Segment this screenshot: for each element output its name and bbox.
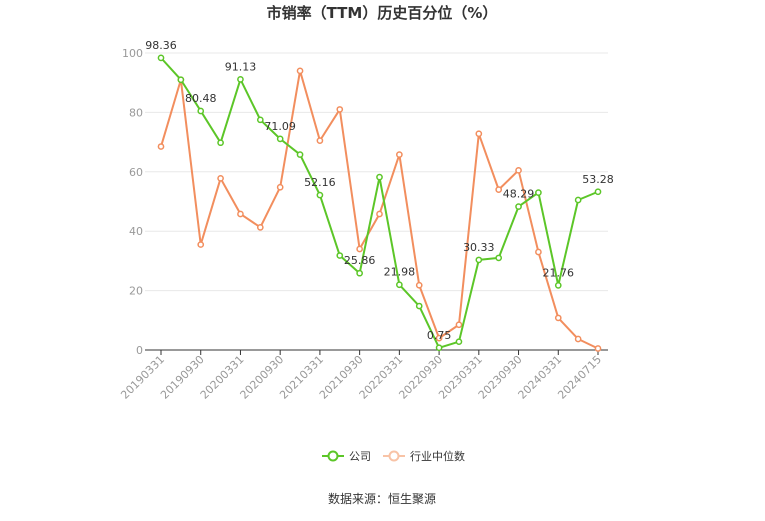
data-point bbox=[197, 241, 205, 248]
data-label: 91.13 bbox=[225, 60, 257, 73]
data-point bbox=[217, 174, 224, 182]
data-point bbox=[396, 151, 403, 158]
chart-title: 市销率（TTM）历史百分位（%） bbox=[267, 4, 498, 22]
data-point bbox=[475, 256, 483, 264]
series-company bbox=[157, 54, 602, 352]
x-axis: 2019033120190930202003312020093020210331… bbox=[118, 349, 608, 402]
data-label: 80.48 bbox=[185, 92, 217, 105]
data-label: 25.86 bbox=[344, 254, 376, 267]
y-tick-label: 80 bbox=[129, 106, 143, 119]
data-point bbox=[554, 314, 562, 322]
data-label: 52.16 bbox=[304, 176, 336, 189]
legend: 公司 行业中位数 bbox=[322, 449, 465, 463]
data-point bbox=[336, 252, 344, 259]
data-point bbox=[495, 186, 503, 193]
y-tick-label: 20 bbox=[129, 285, 143, 298]
data-point bbox=[256, 223, 264, 231]
data-label: 21.76 bbox=[543, 266, 575, 279]
x-tick-label: 20240715 bbox=[555, 353, 604, 402]
data-point bbox=[515, 203, 522, 210]
legend-marker-icon bbox=[388, 450, 400, 462]
legend-label: 行业中位数 bbox=[410, 449, 465, 463]
data-point bbox=[316, 137, 324, 144]
data-point bbox=[435, 334, 443, 342]
data-point bbox=[177, 76, 185, 84]
data-label: 30.33 bbox=[463, 241, 495, 254]
y-tick-label: 60 bbox=[129, 166, 143, 179]
source-note: 数据来源：恒生聚源 bbox=[328, 491, 436, 506]
data-point bbox=[574, 196, 582, 204]
data-point bbox=[574, 335, 582, 343]
data-point bbox=[197, 107, 205, 115]
data-label: 21.98 bbox=[384, 266, 416, 279]
data-label: 98.36 bbox=[145, 39, 177, 52]
data-point bbox=[237, 210, 244, 218]
data-point bbox=[157, 54, 165, 62]
legend-item-company[interactable]: 公司 bbox=[322, 450, 371, 463]
data-point bbox=[276, 183, 284, 191]
data-label: 53.28 bbox=[582, 173, 614, 186]
data-label: 71.09 bbox=[264, 120, 296, 133]
y-tick-label: 100 bbox=[122, 47, 143, 60]
data-point bbox=[237, 75, 244, 83]
data-point bbox=[495, 254, 503, 262]
data-point bbox=[535, 189, 542, 196]
data-point bbox=[276, 135, 284, 143]
series-industry-median bbox=[157, 67, 602, 352]
data-point bbox=[475, 130, 483, 138]
y-axis: 0 20 40 60 80 100 bbox=[122, 47, 143, 357]
data-point bbox=[296, 151, 304, 158]
data-point bbox=[515, 166, 522, 174]
data-point bbox=[356, 269, 363, 277]
legend-label: 公司 bbox=[349, 450, 371, 463]
y-tick-label: 40 bbox=[129, 225, 143, 238]
data-labels: 98.36 80.48 91.13 71.09 52.16 25.86 21.98 0.75 3… bbox=[145, 39, 614, 342]
data-label: 48.29 bbox=[503, 188, 535, 201]
data-point bbox=[415, 281, 423, 289]
legend-marker-icon bbox=[327, 450, 339, 462]
data-point bbox=[376, 173, 383, 181]
data-point bbox=[455, 338, 463, 346]
series-line-company bbox=[160, 57, 599, 349]
data-point bbox=[336, 106, 344, 113]
data-point bbox=[396, 281, 403, 289]
data-label: 0.75 bbox=[427, 329, 452, 342]
data-point bbox=[376, 210, 383, 218]
data-point bbox=[594, 188, 602, 196]
data-point bbox=[594, 345, 602, 352]
data-point bbox=[356, 245, 363, 253]
data-point bbox=[435, 344, 443, 352]
data-point bbox=[217, 139, 224, 147]
legend-item-industry-median[interactable]: 行业中位数 bbox=[383, 449, 465, 463]
data-point bbox=[455, 321, 463, 329]
data-point bbox=[316, 191, 324, 199]
data-point bbox=[535, 248, 542, 256]
series-layer bbox=[157, 54, 602, 352]
data-point bbox=[157, 143, 165, 150]
grid-lines bbox=[145, 52, 608, 292]
data-point bbox=[415, 302, 423, 310]
data-point bbox=[256, 116, 264, 124]
y-tick-label: 0 bbox=[136, 344, 143, 357]
data-point bbox=[554, 282, 562, 289]
data-point bbox=[296, 67, 304, 75]
